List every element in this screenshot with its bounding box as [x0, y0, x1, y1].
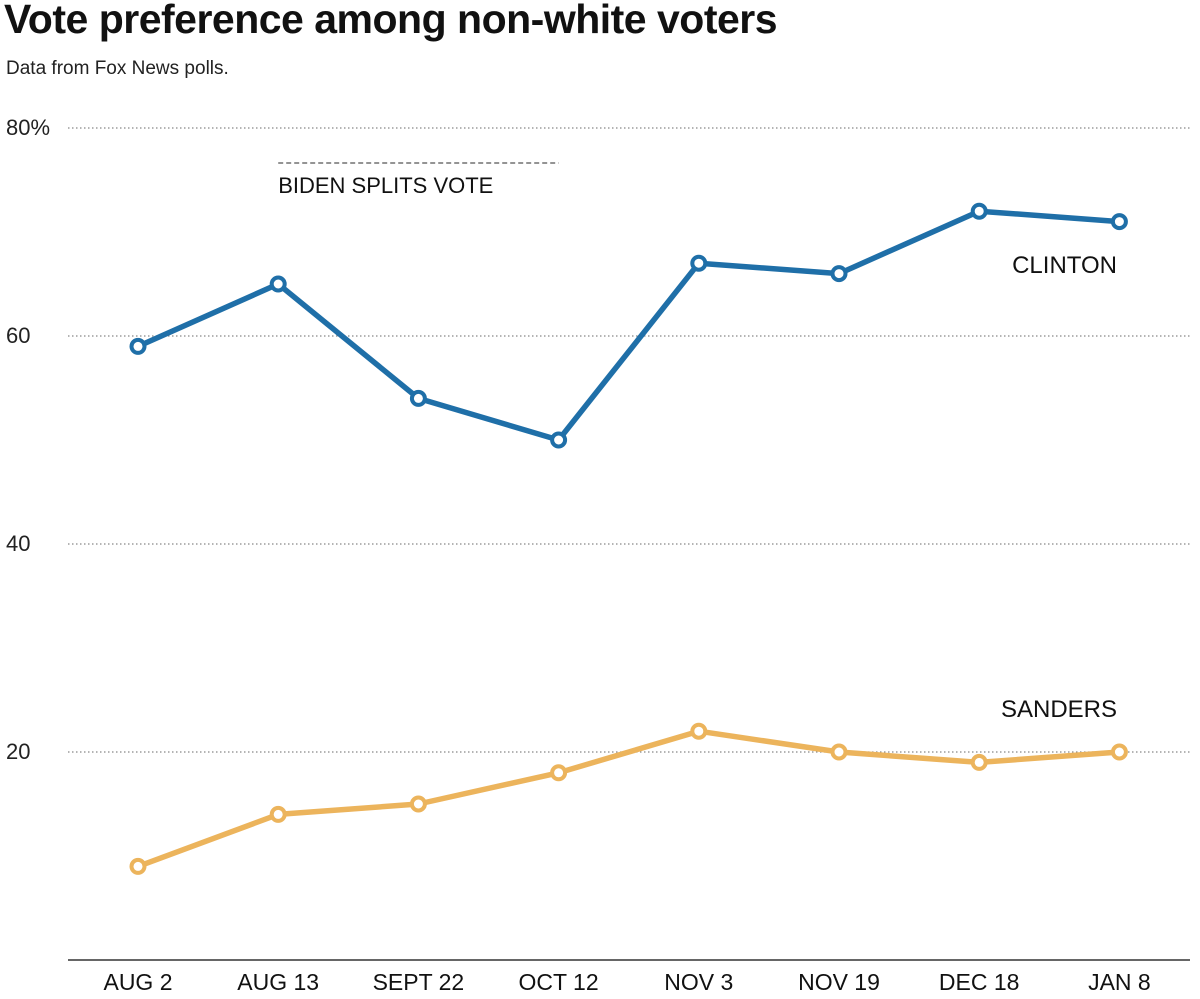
- series-label-clinton: CLINTON: [1012, 252, 1117, 279]
- chart-title: Vote preference among non-white voters: [4, 0, 778, 42]
- clinton-line: [135, 208, 1123, 443]
- y-tick-label-20: 20: [6, 739, 30, 764]
- series: CLINTON SANDERS: [129, 202, 1128, 875]
- clinton-point: [830, 265, 848, 283]
- clinton-point: [129, 337, 147, 355]
- x-tick-label: OCT 12: [519, 969, 599, 995]
- clinton-point: [550, 431, 568, 449]
- y-tick-label-60: 60: [6, 323, 30, 348]
- clinton-point: [269, 275, 287, 293]
- series-label-sanders: SANDERS: [1001, 696, 1117, 723]
- clinton-point: [690, 254, 708, 272]
- chart-subtitle: Data from Fox News polls.: [6, 58, 229, 79]
- x-axis: AUG 2 AUG 13 SEPT 22 OCT 12 NOV 3 NOV 19 DEC 1…: [68, 959, 1190, 995]
- sanders-point: [269, 805, 287, 823]
- x-tick-label: JAN 8: [1088, 969, 1151, 995]
- sanders-point: [690, 722, 708, 740]
- sanders-point: [550, 764, 568, 782]
- x-tick-label: NOV 19: [798, 969, 880, 995]
- series-sanders: SANDERS: [129, 696, 1128, 875]
- x-tick-label: SEPT 22: [373, 969, 465, 995]
- x-tick-label: AUG 13: [237, 969, 319, 995]
- sanders-point: [129, 857, 147, 875]
- annotation-label: BIDEN SPLITS VOTE: [278, 173, 493, 198]
- series-clinton: CLINTON: [129, 202, 1128, 449]
- clinton-point: [970, 202, 988, 220]
- y-tick-label-80: 80%: [6, 115, 50, 140]
- sanders-point: [830, 743, 848, 761]
- sanders-point: [1110, 743, 1128, 761]
- x-tick-label: AUG 2: [103, 969, 172, 995]
- x-tick-label: DEC 18: [939, 969, 1020, 995]
- annotation: BIDEN SPLITS VOTE: [278, 162, 559, 198]
- y-tick-label-40: 40: [6, 531, 30, 556]
- sanders-line: [135, 728, 1123, 870]
- clinton-point: [409, 389, 427, 407]
- clinton-point: [1110, 213, 1128, 231]
- sanders-point: [409, 795, 427, 813]
- gridlines: 20 40 60 80%: [6, 115, 1190, 764]
- x-tick-label: NOV 3: [664, 969, 733, 995]
- sanders-point: [970, 753, 988, 771]
